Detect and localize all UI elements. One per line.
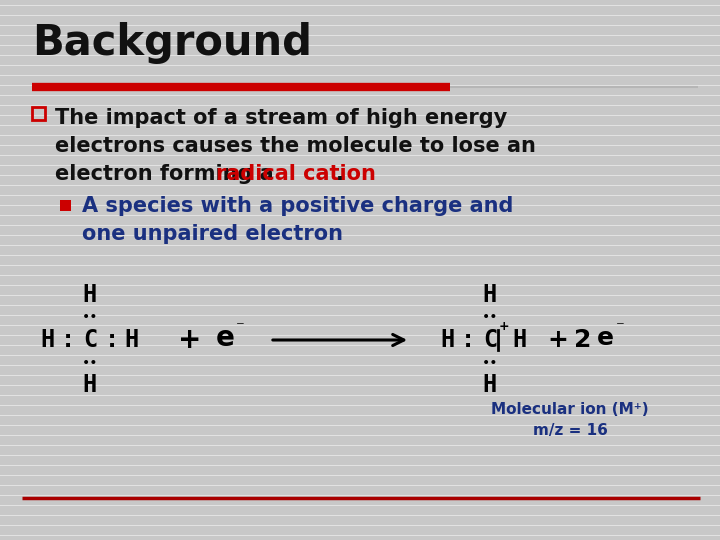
- Text: H: H: [83, 283, 97, 307]
- Text: electron forming a: electron forming a: [55, 164, 281, 184]
- Text: ⁻: ⁻: [616, 318, 624, 336]
- Text: ⁻: ⁻: [235, 318, 244, 336]
- Text: H: H: [483, 373, 497, 397]
- Text: H: H: [513, 328, 527, 352]
- Text: H: H: [83, 373, 97, 397]
- Text: ••: ••: [82, 310, 98, 324]
- Text: e: e: [215, 324, 235, 352]
- Text: 2: 2: [575, 328, 592, 352]
- Text: ••: ••: [482, 310, 498, 324]
- Text: H: H: [41, 328, 55, 352]
- Text: one unpaired electron: one unpaired electron: [82, 224, 343, 244]
- Text: A species with a positive charge and: A species with a positive charge and: [82, 196, 513, 216]
- Bar: [32, 107, 45, 120]
- Text: :: :: [105, 328, 119, 352]
- Bar: [60, 200, 71, 211]
- Text: H: H: [125, 328, 139, 352]
- Text: .: .: [336, 164, 343, 184]
- Text: C: C: [83, 328, 97, 352]
- Text: ••: ••: [82, 356, 98, 370]
- Text: H: H: [441, 328, 455, 352]
- Text: C: C: [483, 328, 497, 352]
- Text: :: :: [61, 328, 75, 352]
- Text: e: e: [596, 326, 613, 350]
- Text: +: +: [179, 326, 202, 354]
- Text: H: H: [483, 283, 497, 307]
- Text: ••: ••: [482, 356, 498, 370]
- Text: Background: Background: [32, 22, 312, 64]
- Text: The impact of a stream of high energy: The impact of a stream of high energy: [55, 108, 508, 128]
- Text: :: :: [461, 328, 475, 352]
- Text: +: +: [499, 320, 509, 333]
- Text: electrons causes the molecule to lose an: electrons causes the molecule to lose an: [55, 136, 536, 156]
- Text: m/z = 16: m/z = 16: [533, 422, 608, 437]
- Text: +: +: [548, 328, 568, 352]
- Text: Molecular ion (M⁺): Molecular ion (M⁺): [491, 402, 649, 417]
- Text: radical cation: radical cation: [217, 164, 377, 184]
